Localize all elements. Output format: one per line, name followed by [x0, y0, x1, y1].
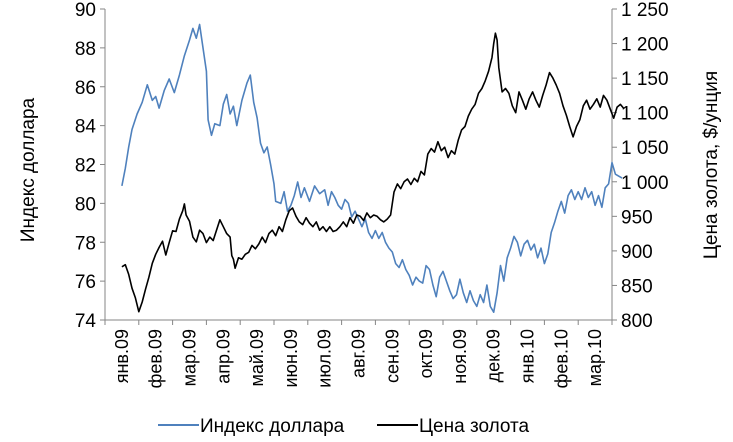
x-tick-label: мар.10 — [585, 329, 605, 386]
left-tick-label: 76 — [75, 272, 96, 293]
right-axis-ticks: 800 850 900 950 1 000 1 050 1 100 1 150 1 200 1 2… — [612, 0, 669, 332]
x-tick-label: янв.10 — [518, 329, 538, 383]
left-axis-ticks: 74 76 78 80 82 84 86 88 90 — [75, 0, 105, 332]
x-tick-label: янв.09 — [112, 329, 132, 383]
right-tick-label: 950 — [621, 207, 653, 228]
right-tick-label: 1 000 — [621, 173, 669, 194]
x-tick-label: май.09 — [247, 329, 267, 386]
series-layer — [121, 23, 625, 313]
plot-area — [104, 9, 613, 321]
legend: Индекс доллара Цена золота — [158, 416, 530, 437]
right-axis-label: Цена золота, $/унция — [701, 71, 722, 259]
x-tick-label: июл.09 — [315, 329, 335, 388]
left-tick-label: 80 — [75, 194, 96, 215]
left-tick-label: 74 — [75, 311, 97, 332]
left-tick-label: 86 — [75, 78, 96, 99]
x-tick-label: окт.09 — [416, 329, 436, 378]
right-tick-label: 1 100 — [621, 104, 669, 125]
left-tick-label: 82 — [75, 156, 96, 177]
x-tick-label: фев.09 — [146, 329, 166, 388]
right-tick-label: 1 250 — [621, 0, 669, 21]
x-tick-label: мар.09 — [180, 329, 200, 386]
right-tick-label: 1 200 — [621, 35, 669, 56]
left-tick-label: 88 — [75, 39, 96, 60]
x-tick-label: дек.09 — [484, 329, 504, 382]
x-tick-label: ноя.09 — [450, 329, 470, 384]
x-axis-ticks: янв.09 фев.09 мар.09 апр.09 май.09 июн.09 июл.… — [104, 320, 613, 388]
legend-label-dollar-index: Индекс доллара — [200, 416, 345, 437]
x-tick-label: сен.09 — [382, 329, 402, 383]
right-tick-label: 900 — [621, 242, 653, 263]
series-line-dollar-index — [121, 23, 623, 313]
right-tick-label: 850 — [621, 276, 653, 297]
series-line-gold-price — [121, 32, 625, 313]
left-tick-label: 84 — [75, 117, 97, 138]
x-tick-label: авг.09 — [349, 329, 369, 378]
right-tick-label: 800 — [621, 311, 653, 332]
left-tick-label: 78 — [75, 233, 96, 254]
left-tick-label: 90 — [75, 0, 96, 21]
left-axis-label: Индекс доллара — [18, 97, 39, 242]
x-tick-label: фев.10 — [551, 329, 571, 388]
x-tick-label: июн.09 — [281, 329, 301, 388]
legend-label-gold-price: Цена золота — [419, 416, 530, 437]
right-tick-label: 1 150 — [621, 69, 669, 90]
right-tick-label: 1 050 — [621, 138, 669, 159]
x-tick-label: апр.09 — [213, 329, 233, 384]
